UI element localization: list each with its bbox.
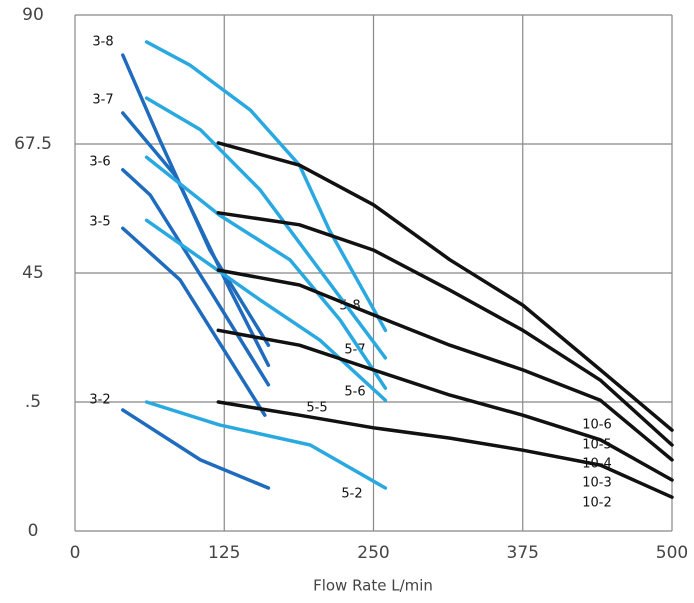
y-tick-label: 45 <box>22 263 44 283</box>
y-tick-label: .5 <box>25 392 41 412</box>
series-label: 3-6 <box>89 155 110 170</box>
series-line <box>144 96 388 360</box>
series-line <box>216 141 674 432</box>
series-label: 10-6 <box>582 418 612 433</box>
series-label: 5-6 <box>344 385 365 400</box>
series-line <box>121 226 267 417</box>
x-tick-label: 375 <box>507 543 539 563</box>
series-line <box>121 111 271 368</box>
series-line <box>121 168 271 387</box>
series-line <box>144 400 388 490</box>
series-label: 10-2 <box>582 496 612 511</box>
series-line <box>216 400 674 499</box>
x-axis-label: Flow Rate L/min <box>313 577 433 595</box>
series-label: 3-2 <box>89 393 110 408</box>
series-line <box>121 408 271 490</box>
series-line <box>144 155 388 390</box>
x-tick-label: 500 <box>656 543 688 563</box>
x-tick-label: 125 <box>208 543 240 563</box>
y-tick-label: 67.5 <box>14 134 52 154</box>
series-label: 5-2 <box>341 487 362 502</box>
series-line <box>216 211 674 447</box>
series-line <box>216 268 674 462</box>
series-line <box>144 40 388 333</box>
series-line <box>216 328 674 482</box>
series-label: 5-5 <box>306 401 327 416</box>
series-label: 3-8 <box>92 35 113 50</box>
x-tick-label: 0 <box>70 543 81 563</box>
series-label: 3-5 <box>89 215 110 230</box>
y-tick-label: 90 <box>22 5 44 25</box>
x-tick-label: 250 <box>357 543 389 563</box>
series-label: 10-3 <box>582 476 612 491</box>
y-tick-label: 0 <box>28 521 39 541</box>
series-label: 3-7 <box>92 93 113 108</box>
series-label: 5-7 <box>344 343 365 358</box>
